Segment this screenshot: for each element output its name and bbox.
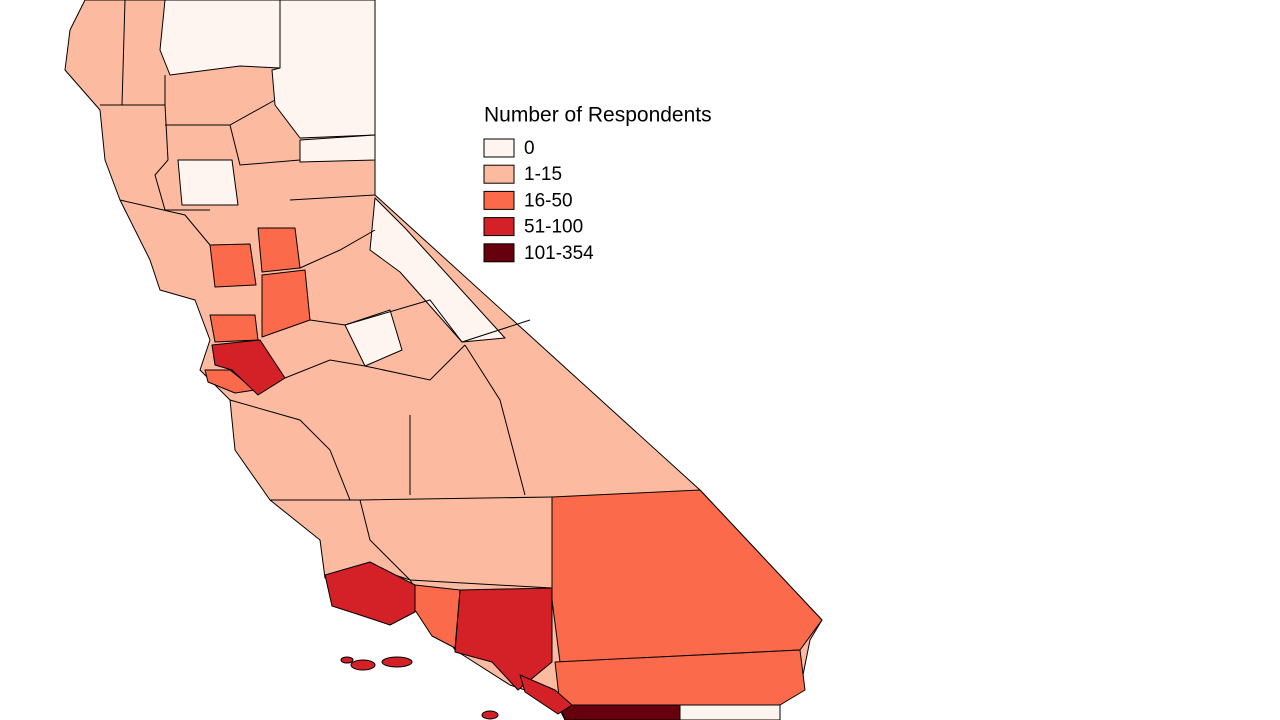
legend-label: 51-100 — [524, 217, 583, 238]
county — [414, 584, 461, 649]
county — [204, 369, 256, 394]
county — [209, 243, 257, 288]
legend-swatch — [483, 138, 515, 158]
county-border — [309, 299, 531, 343]
county-border — [284, 344, 466, 381]
county — [481, 710, 499, 720]
legend-swatch — [483, 190, 515, 210]
county — [271, 0, 376, 139]
county-border — [464, 344, 526, 496]
legend-swatch — [483, 217, 515, 237]
legend-label: 1-15 — [524, 164, 562, 185]
county-border — [359, 499, 553, 589]
county — [299, 134, 376, 163]
county — [159, 0, 281, 76]
county — [344, 309, 403, 367]
legend: Number of Respondents 0 1-15 16-50 51-100 10… — [483, 104, 712, 264]
legend-title: Number of Respondents — [484, 104, 712, 127]
county-border — [299, 229, 376, 269]
legend-swatch — [483, 243, 515, 263]
county — [559, 704, 681, 720]
county — [324, 561, 416, 626]
county — [381, 656, 413, 668]
county — [177, 159, 239, 206]
county — [340, 656, 354, 664]
county — [257, 227, 301, 273]
legend-label: 101-354 — [524, 243, 594, 264]
county-border — [119, 199, 211, 246]
legend-label: 0 — [524, 138, 535, 159]
counties — [64, 0, 823, 720]
county — [519, 674, 573, 715]
county — [211, 339, 286, 396]
county-border — [289, 194, 376, 201]
county — [551, 489, 823, 663]
county — [679, 704, 781, 720]
county-borders — [100, 0, 553, 589]
legend-label: 16-50 — [524, 190, 573, 211]
county-border — [229, 399, 553, 501]
county — [209, 314, 259, 343]
legend-swatch — [483, 164, 515, 184]
county-border — [100, 104, 210, 211]
county — [350, 659, 376, 671]
county-border — [229, 124, 301, 166]
